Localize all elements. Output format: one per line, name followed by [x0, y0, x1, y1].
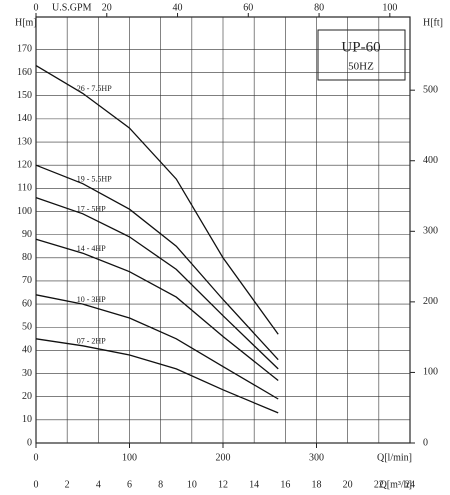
y-tick-label: 0: [27, 437, 32, 448]
y2-tick-label: 500: [423, 84, 438, 95]
x2-tick-label: 4: [96, 479, 101, 490]
y-tick-label: 160: [17, 67, 32, 78]
y2-tick-label: 0: [423, 437, 428, 448]
x2-tick-label: 8: [158, 479, 163, 490]
y-tick-label: 100: [17, 206, 32, 217]
curve: [35, 294, 279, 400]
x2-tick-label: 20: [343, 479, 353, 490]
x3-tick-label: 40: [173, 2, 183, 13]
model: UP-60: [341, 39, 380, 55]
x3-tick-label: 60: [243, 2, 253, 13]
curve: [35, 164, 279, 361]
x2-tick-label: 0: [34, 479, 39, 490]
y-tick-label: 10: [22, 414, 32, 425]
curve-label: 10 - 3HP: [77, 295, 106, 304]
curve-label: 17 - 5HP: [77, 205, 106, 214]
curve: [35, 338, 279, 414]
curve-label: 14 - 4HP: [77, 244, 106, 253]
x2-tick-label: 24: [405, 479, 415, 490]
y-tick-label: 30: [22, 368, 32, 379]
y-tick-label: 90: [22, 229, 32, 240]
y-tick-label: 170: [17, 44, 32, 55]
x-tick-label: 200: [216, 452, 231, 463]
y-tick-label: 20: [22, 391, 32, 402]
x2-tick-label: 16: [280, 479, 290, 490]
curve: [35, 65, 279, 335]
x2-tick-label: 14: [249, 479, 259, 490]
x2-tick-label: 18: [312, 479, 322, 490]
y-tick-label: 40: [22, 345, 32, 356]
x3-tick-label: 20: [102, 2, 112, 13]
x3-tick-label: 80: [314, 2, 324, 13]
y-tick-label: 130: [17, 136, 32, 147]
y2-tick-label: 100: [423, 367, 438, 378]
model-box: [317, 29, 406, 81]
y2-tick-label: 400: [423, 155, 438, 166]
curve-label: 26 - 7.5HP: [77, 84, 112, 93]
x3-tick-label: 100: [382, 2, 397, 13]
y-tick-label: 120: [17, 159, 32, 170]
curve-label: 19 - 5.5HP: [77, 175, 112, 184]
curve: [35, 196, 279, 370]
x-tick-label: 100: [122, 452, 137, 463]
x2-tick-label: 6: [127, 479, 132, 490]
x-tick-label: 300: [309, 452, 324, 463]
y-axis-label: H[m]: [15, 17, 37, 28]
x2-tick-label: 12: [218, 479, 228, 490]
y-tick-label: 70: [22, 275, 32, 286]
y-tick-label: 80: [22, 252, 32, 263]
y2-axis-label: H[ft]: [423, 17, 443, 28]
x2-axis-label: Q[m³/h]: [380, 479, 412, 490]
x-axis-label: Q[l/min]: [377, 452, 412, 463]
x2-tick-label: 2: [65, 479, 70, 490]
curve: [35, 238, 279, 382]
y-tick-label: 50: [22, 322, 32, 333]
frequency: 50HZ: [348, 61, 374, 73]
y-tick-label: 60: [22, 298, 32, 309]
y-tick-label: 150: [17, 90, 32, 101]
x2-tick-label: 22: [374, 479, 384, 490]
x3-axis-label: U.S.GPM: [52, 2, 92, 13]
curve-label: 07 - 2HP: [77, 337, 106, 346]
y2-tick-label: 300: [423, 226, 438, 237]
y-tick-label: 110: [17, 183, 32, 194]
y2-tick-label: 200: [423, 296, 438, 307]
x3-tick-label: 0: [34, 2, 39, 13]
x-tick-label: 0: [34, 452, 39, 463]
x2-tick-label: 10: [187, 479, 197, 490]
y-tick-label: 140: [17, 113, 32, 124]
